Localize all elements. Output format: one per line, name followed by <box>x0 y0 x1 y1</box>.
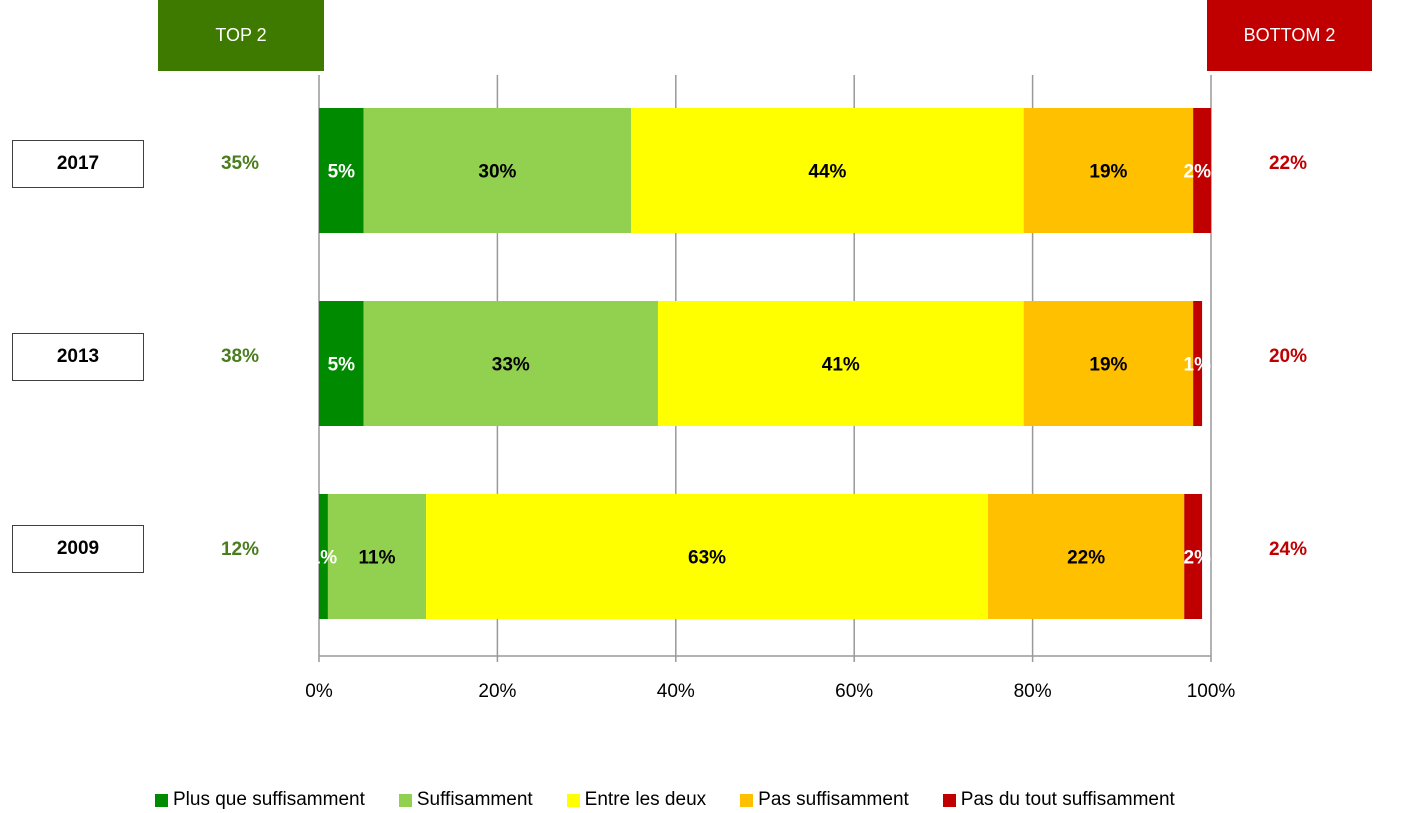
data-label: 63% <box>688 548 726 569</box>
bottom2-badge: BOTTOM 2 <box>1207 0 1372 71</box>
legend-swatch <box>398 793 412 807</box>
legend-item-suffisamment: Suffisamment <box>398 789 533 811</box>
bar-segment <box>1184 494 1203 619</box>
data-label: 2% <box>1184 162 1212 183</box>
legend-item-pas-du-tout-suffisamment: Pas du tout suffisamment <box>942 789 1175 811</box>
bar-segment <box>363 301 658 426</box>
data-label: 1% <box>310 548 338 569</box>
bar-segment <box>319 494 328 619</box>
data-label: 41% <box>822 355 860 376</box>
legend-label: Suffisamment <box>416 789 533 810</box>
top2-value-2017: 35% <box>220 153 260 174</box>
bottom2-value-2009: 24% <box>1268 539 1308 560</box>
legend-label: Entre les deux <box>584 789 707 810</box>
bar-segment <box>426 494 988 619</box>
data-label: 30% <box>478 162 516 183</box>
stacked-bar-chart: 0% 20% 40% 60% 80% 100% 5% 30% 44% 19% 2% 5% 33% 41% 1… <box>305 75 1236 702</box>
data-label: 22% <box>1067 548 1105 569</box>
year-label-2013: 2013 <box>12 333 144 381</box>
data-label: 33% <box>492 355 530 376</box>
legend-swatch <box>740 793 754 807</box>
top2-value-2009: 12% <box>220 539 260 560</box>
bar-segment <box>988 494 1185 619</box>
year-label-2017: 2017 <box>12 140 144 188</box>
data-label: 44% <box>808 162 846 183</box>
data-label: 5% <box>328 162 356 183</box>
bar-segment <box>1193 301 1203 426</box>
bar-segment <box>631 108 1024 233</box>
top2-value-2013: 38% <box>220 346 260 367</box>
bar-segment <box>657 301 1024 426</box>
legend-label: Pas du tout suffisamment <box>960 789 1175 810</box>
x-tick-label: 40% <box>657 681 695 702</box>
legend-item-plus-que-suffisamment: Plus que suffisamment <box>155 789 365 811</box>
data-label: 19% <box>1089 355 1127 376</box>
data-label: 1% <box>1184 355 1212 376</box>
data-label: 5% <box>328 355 356 376</box>
legend-label: Plus que suffisamment <box>173 789 365 810</box>
bar-segment <box>327 494 427 619</box>
legend-swatch <box>155 793 168 807</box>
bottom2-value-2017: 22% <box>1268 153 1308 174</box>
x-tick-label: 100% <box>1187 681 1236 702</box>
bar-segment <box>1023 301 1194 426</box>
bar-segment <box>319 301 364 426</box>
year-label-2009: 2009 <box>12 525 144 573</box>
data-label: 11% <box>358 548 395 569</box>
bar-segment <box>1193 108 1211 233</box>
x-tick-label: 0% <box>305 681 333 702</box>
bottom2-value-2013: 20% <box>1268 346 1308 367</box>
legend-item-entre-les-deux: Entre les deux <box>566 789 707 811</box>
legend-label: Pas suffisamment <box>758 789 909 810</box>
bar-segment <box>1023 108 1194 233</box>
x-tick-label: 80% <box>1014 681 1052 702</box>
legend-swatch <box>942 793 956 807</box>
top2-badge: TOP 2 <box>158 0 324 71</box>
bar-segment <box>363 108 632 233</box>
legend-swatch <box>566 793 580 807</box>
bar-segment <box>319 108 364 233</box>
data-label: 19% <box>1089 162 1127 183</box>
legend: Plus que suffisamment Suffisamment Entre… <box>155 788 1175 812</box>
x-tick-label: 20% <box>478 681 516 702</box>
legend-item-pas-suffisamment: Pas suffisamment <box>740 789 909 811</box>
x-tick-label: 60% <box>835 681 873 702</box>
data-label: 2% <box>1184 548 1212 569</box>
